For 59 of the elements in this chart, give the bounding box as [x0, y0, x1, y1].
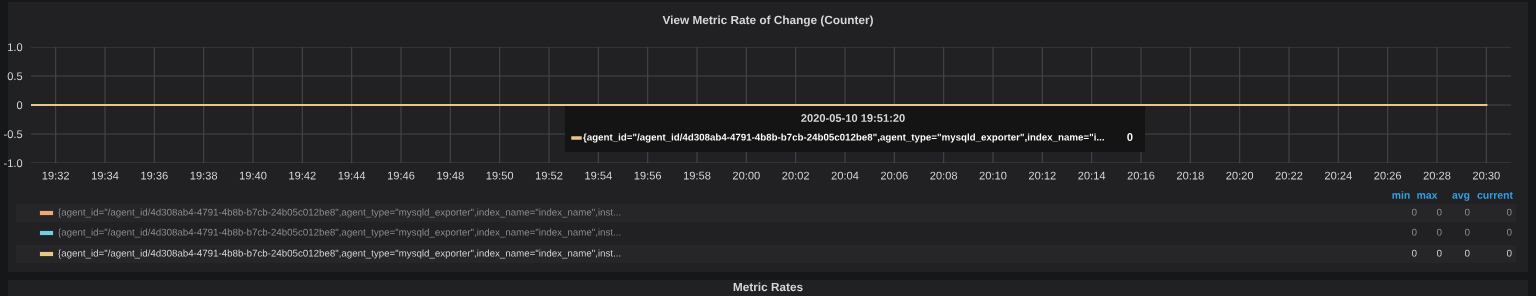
text: 0 — [1464, 208, 1470, 216]
x-tick-label: 20:00 — [732, 171, 760, 180]
x-tick-label: 20:24 — [1324, 171, 1352, 180]
y-tick-label: -1.0 — [4, 159, 23, 168]
text: 0 — [1436, 249, 1442, 257]
x-tick-label: 20:04 — [831, 171, 859, 180]
annotation: 0 — [1127, 133, 1133, 141]
legend-label: {agent_id="/agent_id/4d308ab4-4791-4b8b-b7cb-24b05c012be8",agent_type="mysqld_exporter",index_name="index_name",inst... — [58, 228, 621, 238]
x-tick-label: 19:44 — [338, 171, 366, 180]
text: 0 — [1506, 249, 1512, 257]
text: 0 — [1411, 249, 1417, 257]
text: 0 — [1436, 228, 1442, 236]
y-tick-label: 0.5 — [7, 72, 23, 81]
x-tick-label: 19:36 — [141, 171, 168, 180]
text: 0 — [1436, 208, 1442, 216]
x-tick-label: 20:02 — [782, 171, 810, 180]
x-tick-label: 19:48 — [437, 171, 464, 180]
text: Metric Rates — [733, 282, 803, 292]
legend-label: {agent_id="/agent_id/4d308ab4-4791-4b8b-b7cb-24b05c012be8",agent_type="mysqld_exporter",index_name="index_name",inst... — [58, 249, 621, 259]
x-tick-label: 20:22 — [1275, 171, 1303, 180]
text: 0 — [1506, 228, 1512, 236]
text: avg — [1452, 193, 1470, 201]
text: 0 — [1464, 249, 1470, 257]
text: 0 — [1411, 208, 1417, 216]
text: current — [1477, 191, 1513, 199]
x-tick-label: 20:12 — [1028, 171, 1056, 180]
x-tick-label: 19:46 — [387, 171, 415, 180]
x-tick-label: 20:06 — [880, 171, 908, 180]
x-tick-label: 20:16 — [1127, 171, 1155, 180]
chart-title: View Metric Rate of Change (Counter) — [662, 15, 873, 27]
x-tick-label: 19:54 — [585, 171, 612, 180]
x-tick-label: 20:10 — [979, 171, 1007, 180]
text: min — [1392, 191, 1410, 199]
x-tick-label: 19:42 — [289, 171, 316, 180]
y-tick-label: 1.0 — [8, 43, 23, 52]
x-tick-label: 19:56 — [634, 171, 662, 180]
y-tick-label: -0.5 — [4, 130, 23, 139]
x-tick-label: 20:30 — [1472, 171, 1500, 180]
annotation: 2020-05-10 19:51:20 — [801, 114, 905, 122]
x-tick-label: 19:50 — [486, 171, 514, 180]
annotation: {agent_id="/agent_id/4d308ab4-4791-4b8b-b7cb-24b05c012be8",agent_type="mysqld_exporter",index_name="i... — [583, 133, 1104, 143]
x-tick-label: 19:40 — [239, 171, 267, 180]
x-tick-label: 20:18 — [1176, 171, 1204, 180]
text: 0 — [1464, 228, 1470, 236]
x-tick-label: 20:28 — [1423, 171, 1451, 180]
y-tick-label: 0 — [16, 101, 23, 110]
x-tick-label: 19:38 — [190, 171, 218, 180]
x-tick-label: 19:34 — [91, 171, 119, 180]
text: 0 — [1411, 228, 1417, 236]
x-tick-label: 20:08 — [930, 171, 958, 180]
x-tick-label: 19:52 — [535, 171, 563, 180]
x-tick-label: 19:58 — [683, 171, 711, 180]
x-tick-label: 20:14 — [1078, 171, 1106, 180]
text: max — [1417, 193, 1438, 199]
x-tick-label: 20:20 — [1226, 171, 1254, 180]
x-tick-label: 20:26 — [1374, 171, 1402, 180]
x-tick-label: 19:32 — [42, 171, 70, 180]
legend-label: {agent_id="/agent_id/4d308ab4-4791-4b8b-b7cb-24b05c012be8",agent_type="mysqld_exporter",index_name="index_name",inst... — [58, 208, 621, 218]
text: 0 — [1506, 208, 1512, 216]
